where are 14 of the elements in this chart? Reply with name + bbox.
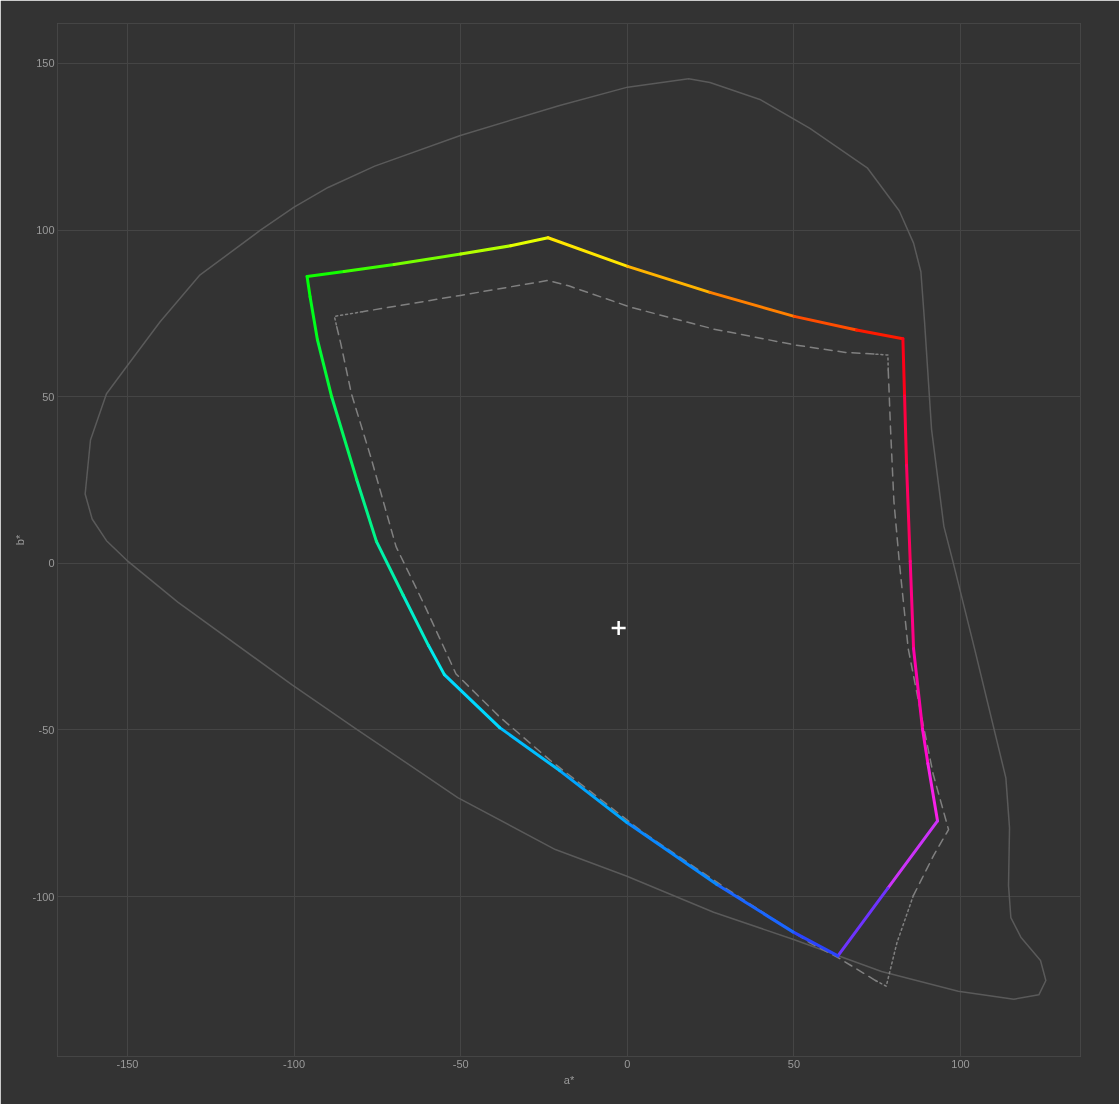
y-tick-label: -100	[32, 890, 55, 903]
x-tick-label: -50	[452, 1057, 469, 1070]
x-tick-label: 50	[787, 1057, 801, 1070]
y-tick-label: 150	[36, 57, 55, 70]
y-tick-label: 0	[48, 557, 55, 570]
x-tick-label: 0	[624, 1057, 631, 1070]
x-tick-label: 100	[951, 1057, 970, 1070]
y-tick-label: -50	[38, 723, 55, 736]
x-axis-title: a*	[563, 1073, 575, 1086]
x-tick-label: -100	[283, 1057, 306, 1070]
y-axis-title: b*	[14, 534, 27, 546]
x-tick-label: -150	[116, 1057, 139, 1070]
y-tick-label: 100	[36, 224, 55, 237]
y-tick-label: 50	[42, 390, 55, 403]
